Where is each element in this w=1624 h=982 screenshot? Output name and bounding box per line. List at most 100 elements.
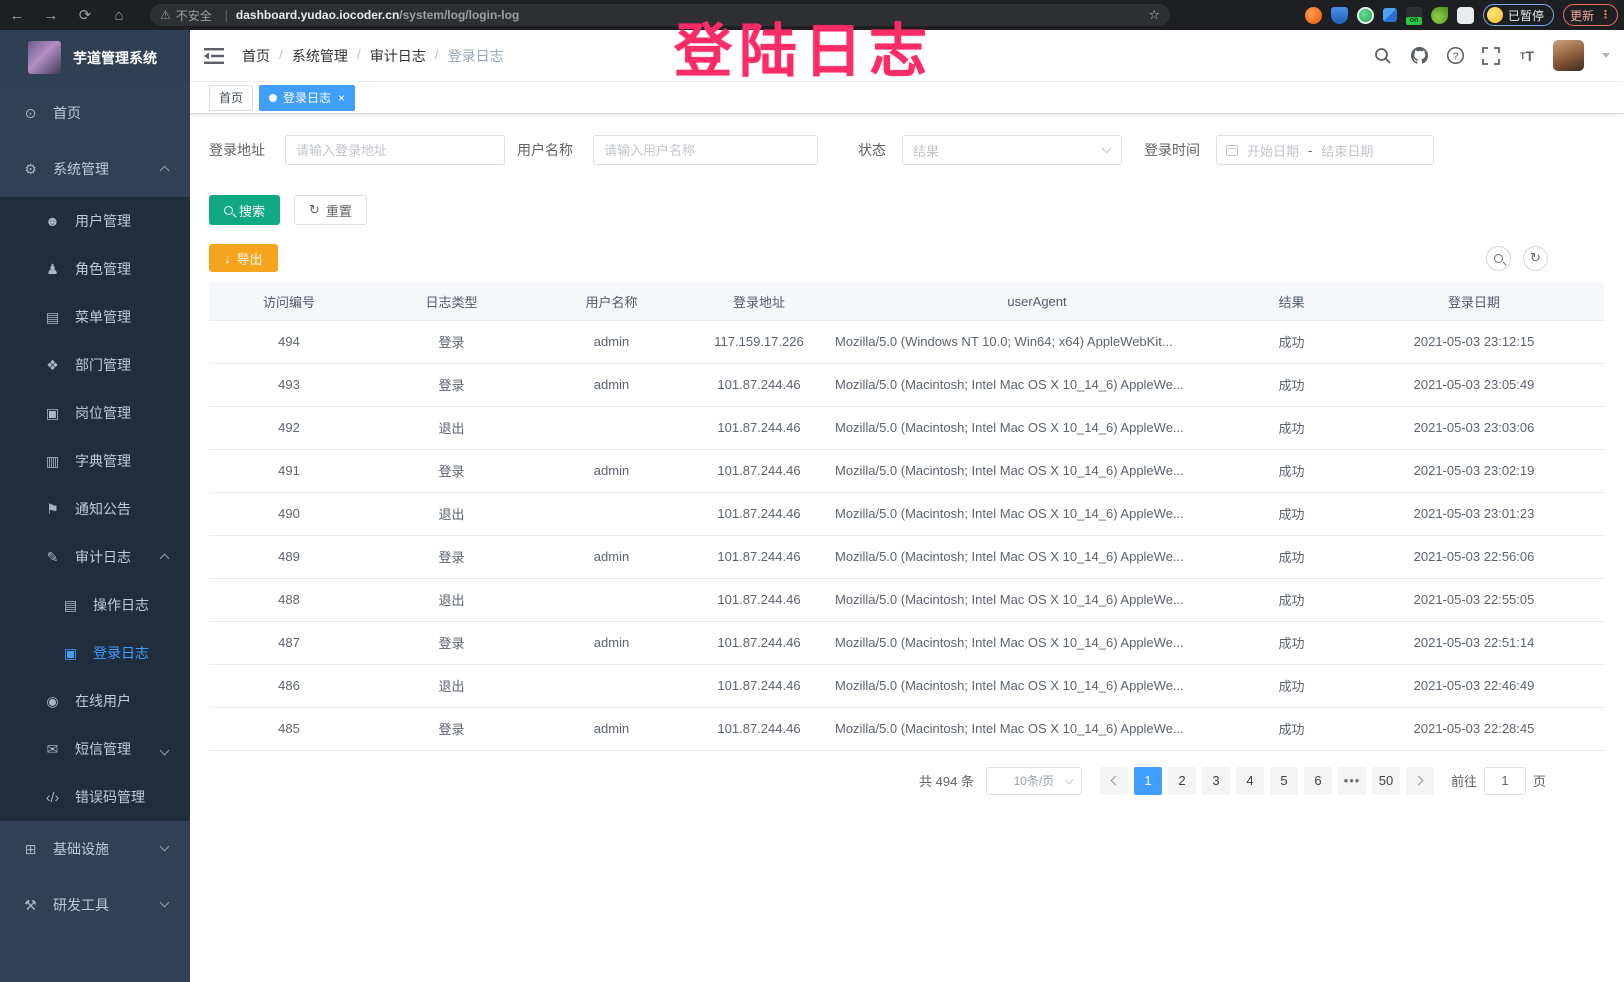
- security-label[interactable]: 不安全: [175, 8, 212, 23]
- help-icon[interactable]: ?: [1445, 46, 1465, 66]
- app-logo[interactable]: 芋道管理系统: [0, 30, 190, 85]
- menu-icon: ▤: [45, 308, 60, 325]
- sidebar-item-roles[interactable]: ♟ 角色管理: [0, 245, 190, 293]
- tag-home[interactable]: 首页: [209, 84, 254, 111]
- extension-green-icon[interactable]: [1356, 6, 1374, 24]
- search-button[interactable]: 搜索: [209, 195, 281, 225]
- sidebar-item-departments[interactable]: ❖ 部门管理: [0, 341, 190, 389]
- search-icon[interactable]: [1373, 46, 1393, 66]
- page-button-2[interactable]: 2: [1167, 766, 1196, 795]
- chevron-up-icon: [159, 165, 170, 176]
- extension-grid-icon[interactable]: [1382, 8, 1397, 22]
- sidebar-item-error-codes[interactable]: ‹/› 错误码管理: [0, 773, 190, 821]
- refresh-table-button[interactable]: ↻: [1523, 245, 1548, 271]
- cell: 101.87.244.46: [689, 664, 829, 708]
- cell: 成功: [1239, 535, 1344, 579]
- update-button[interactable]: 更新 ⋮: [1562, 4, 1618, 26]
- status-select[interactable]: 结果: [902, 135, 1122, 165]
- sidebar-item-posts[interactable]: ▣ 岗位管理: [0, 389, 190, 437]
- goto-page-input[interactable]: [1483, 766, 1526, 795]
- paused-extension-pill[interactable]: 已暂停: [1482, 4, 1554, 26]
- range-separator: -: [1308, 142, 1313, 158]
- document-icon: ▤: [63, 596, 78, 613]
- date-range-picker[interactable]: 开始日期 - 结束日期: [1216, 135, 1434, 165]
- sidebar-item-users[interactable]: ☻ 用户管理: [0, 197, 190, 245]
- page-size-select[interactable]: 10条/页: [985, 766, 1082, 795]
- avatar-caret-icon[interactable]: [1602, 53, 1610, 58]
- page-button-50[interactable]: 50: [1371, 766, 1400, 795]
- table-row: 493 登录 admin 101.87.244.46 Mozilla/5.0 (Maci…: [209, 363, 1604, 407]
- close-icon[interactable]: ×: [338, 90, 346, 105]
- more-pages-button[interactable]: •••: [1337, 766, 1366, 795]
- sidebar-item-online-users[interactable]: ◉ 在线用户: [0, 677, 190, 725]
- browser-toolbar: ← → ⟳ ⌂ ⚠ 不安全 | dashboard.yudao.iocoder.…: [0, 0, 1624, 30]
- sidebar-item-audit-log[interactable]: ✎ 审计日志: [0, 533, 190, 581]
- extension-puzzle-icon[interactable]: [1456, 6, 1474, 24]
- toggle-search-button[interactable]: [1486, 245, 1511, 271]
- next-page-button[interactable]: [1405, 766, 1434, 795]
- fullscreen-icon[interactable]: [1481, 46, 1501, 66]
- forward-icon[interactable]: →: [43, 6, 59, 24]
- sidebar-item-label: 研发工具: [53, 897, 109, 913]
- page-button-4[interactable]: 4: [1235, 766, 1264, 795]
- extension-orange-icon[interactable]: [1304, 6, 1322, 24]
- page-button-1[interactable]: 1: [1133, 766, 1162, 795]
- hamburger-icon[interactable]: [204, 47, 224, 65]
- reset-button[interactable]: ↻ 重置: [294, 195, 367, 225]
- chevron-left-icon: [1110, 775, 1121, 786]
- bookmark-star-icon[interactable]: ☆: [1148, 7, 1160, 22]
- sidebar-item-dev-tools[interactable]: ⚒ 研发工具: [0, 877, 190, 933]
- page-button-6[interactable]: 6: [1303, 766, 1332, 795]
- home-icon[interactable]: ⌂: [114, 6, 124, 24]
- sidebar-item-menus[interactable]: ▤ 菜单管理: [0, 293, 190, 341]
- avatar[interactable]: [1553, 40, 1584, 71]
- github-icon[interactable]: [1409, 46, 1429, 66]
- extension-blue-icon[interactable]: [1330, 6, 1348, 24]
- export-button[interactable]: ↓ 导出: [209, 244, 278, 272]
- sidebar-item-system[interactable]: ⚙ 系统管理: [0, 141, 190, 197]
- cell: 2021-05-03 22:56:06: [1344, 535, 1604, 579]
- reset-button-label: 重置: [325, 203, 352, 219]
- breadcrumb-item[interactable]: 首页: [242, 47, 270, 64]
- tag-login-log[interactable]: 登录日志 ×: [259, 84, 356, 111]
- sidebar-item-operation-log[interactable]: ▤ 操作日志: [0, 581, 190, 629]
- url-bar[interactable]: ⚠ 不安全 | dashboard.yudao.iocoder.cn /syst…: [150, 4, 1170, 26]
- status-label: 状态: [858, 142, 886, 158]
- logo-image: [28, 41, 61, 74]
- breadcrumb-separator: /: [356, 45, 361, 62]
- extension-on-icon[interactable]: on: [1405, 7, 1422, 25]
- tools-icon: ⚒: [24, 896, 37, 913]
- reload-icon[interactable]: ⟳: [78, 7, 92, 24]
- cell: 490: [209, 492, 369, 536]
- kebab-menu-icon[interactable]: ⋮: [1600, 9, 1611, 21]
- prev-page-button[interactable]: [1099, 766, 1128, 795]
- back-icon[interactable]: ←: [9, 6, 25, 24]
- username-input[interactable]: [593, 135, 818, 165]
- sidebar-item-label: 系统管理: [53, 161, 109, 177]
- sidebar-item-notice[interactable]: ⚑ 通知公告: [0, 485, 190, 533]
- extension-avatar: [1486, 7, 1503, 23]
- breadcrumb-item[interactable]: 审计日志: [369, 47, 426, 64]
- column-header: 日志类型: [369, 283, 534, 321]
- cell: 491: [209, 449, 369, 493]
- breadcrumb-current: 登录日志: [447, 47, 504, 64]
- sidebar-item-sms[interactable]: ✉ 短信管理: [0, 725, 190, 773]
- cell: 退出: [369, 406, 534, 450]
- extension-leaf-icon[interactable]: [1430, 6, 1448, 24]
- address-input[interactable]: [285, 135, 505, 165]
- page-button-3[interactable]: 3: [1201, 766, 1230, 795]
- cell: 494: [209, 320, 369, 364]
- cell: 101.87.244.46: [689, 707, 829, 751]
- breadcrumb-item[interactable]: 系统管理: [291, 47, 348, 64]
- cell: admin: [534, 363, 689, 407]
- table-row: 487 登录 admin 101.87.244.46 Mozilla/5.0 (Maci…: [209, 621, 1604, 665]
- paused-label: 已暂停: [1507, 8, 1544, 23]
- sidebar-item-login-log[interactable]: ▣ 登录日志: [0, 629, 190, 677]
- sidebar-item-infrastructure[interactable]: ⊞ 基础设施: [0, 821, 190, 877]
- sidebar-item-home[interactable]: ⊙ 首页: [0, 85, 190, 141]
- sidebar-item-label: 通知公告: [75, 501, 131, 517]
- page-button-5[interactable]: 5: [1269, 766, 1298, 795]
- sidebar-item-dictionary[interactable]: ▥ 字典管理: [0, 437, 190, 485]
- calendar-icon: [1226, 144, 1238, 156]
